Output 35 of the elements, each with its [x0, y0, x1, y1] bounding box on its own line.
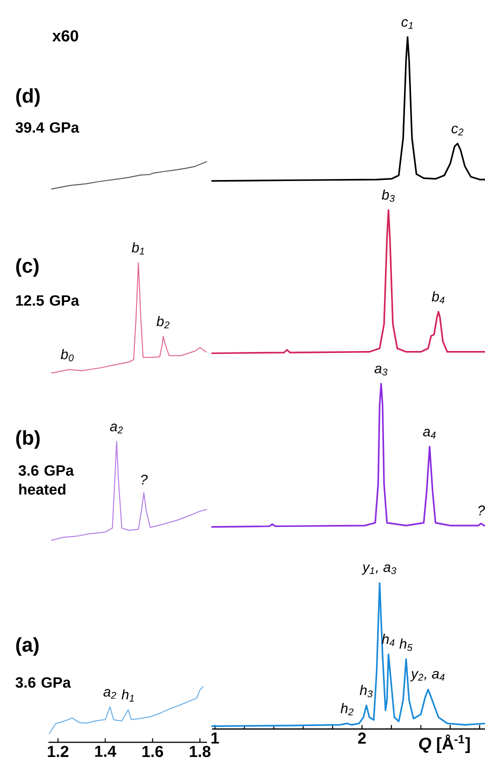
annotation: c$_{2}$	[452, 126, 464, 136]
annotation: 12.5 GPa	[16, 295, 80, 306]
annotation: b$_{3}$	[382, 189, 395, 202]
annotation: h$_{1}$	[122, 689, 134, 702]
text: (c)	[16, 258, 39, 277]
x-tick-label: 1.8	[190, 746, 210, 758]
annotation: c$_{1}$	[402, 19, 413, 29]
annotation: h$_{3}$	[360, 684, 373, 698]
x-tick-label: 1	[212, 732, 219, 744]
x-tick-label: 1.4	[95, 746, 116, 757]
x-tick-label: 2	[358, 732, 366, 744]
annotation: a$_{4}$	[423, 428, 436, 438]
annotation: a$_{3}$	[374, 366, 388, 376]
annotation: h$_{2}$	[340, 703, 354, 716]
annotation: y$_{2}$, a$_{4}$	[410, 670, 444, 682]
annotation: ?	[478, 506, 485, 516]
annotation: 3.6 GPa heated	[18, 465, 74, 495]
annotation: y$_{1}$, a$_{3}$	[362, 564, 396, 575]
annotation: 3.6 GPa	[16, 677, 71, 688]
text: (a)	[16, 637, 39, 656]
annotation: b$_{1}$	[132, 242, 144, 255]
x-axis-title: Q [Å$^{-1}$]	[419, 734, 470, 753]
text: 39.4 GPa	[16, 122, 80, 133]
annotation: b$_{4}$	[432, 291, 444, 304]
x-tick-label: 1.6	[142, 746, 164, 758]
annotation: b$_{0}$	[60, 348, 74, 362]
annotation: ?	[141, 474, 148, 484]
text: (d)	[16, 88, 40, 107]
text: x60	[52, 30, 78, 42]
annotation: h$_{5}$	[399, 638, 412, 651]
x-tick-label: 1.2	[48, 746, 68, 757]
annotation: b$_{2}$	[156, 316, 170, 328]
text: (b)	[16, 430, 40, 449]
annotation: a$_{2}$	[103, 689, 116, 699]
annotation: a$_{2}$	[110, 424, 123, 434]
